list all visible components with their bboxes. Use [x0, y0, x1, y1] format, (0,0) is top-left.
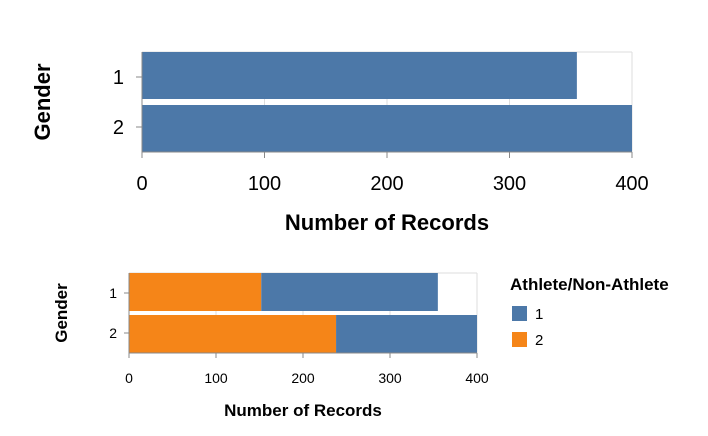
chart2-bar-gender-2-series-1	[336, 315, 477, 353]
chart2-legend-label-2: 2	[535, 332, 543, 349]
chart1-bar-gender-1	[142, 52, 577, 99]
chart2-x-tick-label: 100	[204, 370, 228, 386]
chart1-x-tick-label: 100	[248, 173, 281, 195]
chart1-y-tick-label: 1	[113, 67, 124, 89]
chart1-x-tick-label: 0	[136, 173, 147, 195]
chart2-legend-label-1: 1	[535, 306, 543, 323]
chart1-x-tick-label: 400	[615, 173, 648, 195]
chart2-x-tick-label: 200	[291, 370, 315, 386]
chart2-x-axis-title: Number of Records	[224, 401, 382, 420]
chart2-legend-title: Athlete/Non-Athlete	[510, 275, 669, 294]
chart2-y-tick-label: 1	[109, 285, 117, 301]
chart2-bar-gender-1-series-1	[261, 273, 438, 311]
chart1-y-tick-label: 2	[113, 117, 124, 139]
chart1-x-axis-title: Number of Records	[285, 210, 489, 235]
chart2-legend-swatch-2	[512, 332, 527, 347]
chart1-x-tick-label: 300	[493, 173, 526, 195]
chart2-bar-gender-1-series-2	[129, 273, 262, 311]
chart1-bar-gender-2	[142, 105, 632, 152]
chart2-y-tick-label: 2	[109, 325, 117, 341]
chart2-legend-swatch-1	[512, 306, 527, 321]
chart2-x-tick-label: 300	[378, 370, 402, 386]
chart2-bar-gender-2-series-2	[129, 315, 337, 353]
chart2-y-axis-title: Gender	[52, 283, 71, 343]
chart1-y-axis-title: Gender	[30, 63, 55, 140]
chart1-x-tick-label: 200	[370, 173, 403, 195]
chart2-x-tick-label: 400	[465, 370, 489, 386]
chart2-x-tick-label: 0	[125, 370, 133, 386]
